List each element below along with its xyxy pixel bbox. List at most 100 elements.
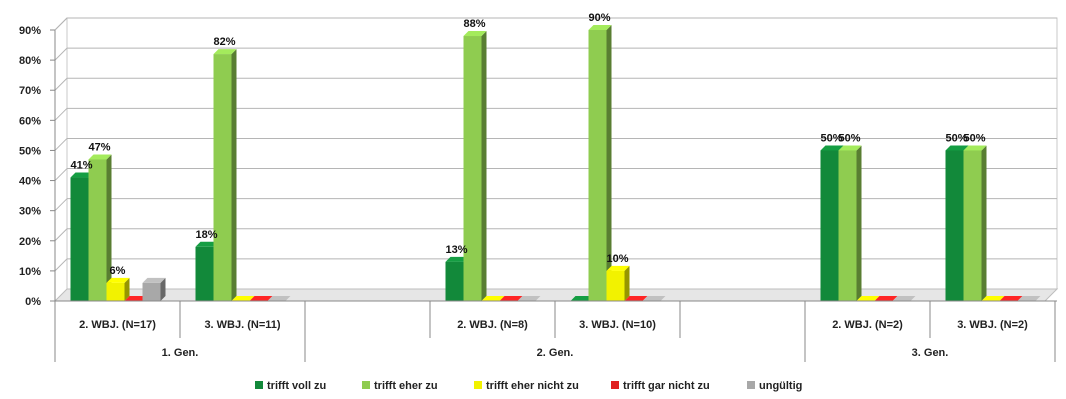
bar-front (963, 150, 982, 301)
legend-label: trifft voll zu (267, 380, 326, 392)
y-tick-label: 50% (19, 145, 41, 157)
bar (588, 25, 612, 301)
bar-top (106, 277, 130, 283)
bar-top (499, 296, 523, 301)
bar-top (88, 154, 112, 160)
legend-item: trifft eher zu (362, 380, 438, 392)
data-label: 82% (213, 36, 235, 48)
bar (963, 145, 987, 301)
x-axis-categories: 2. WBJ. (N=17) 3. WBJ. (N=11) 2. WBJ. (N=8… (50, 300, 1057, 362)
bar-top (142, 277, 166, 283)
legend-label: ungültig (759, 380, 802, 392)
bar-front (820, 150, 839, 301)
legend-swatch (255, 381, 263, 389)
legend-label: trifft eher zu (374, 380, 438, 392)
bar-front (606, 270, 625, 301)
category-label: 2. WBJ. (N=17) (79, 319, 156, 331)
bar (267, 296, 291, 301)
data-labels: 41%47%6%18%82%13%88%90%10%50%50% 50%50% (70, 12, 985, 277)
category-label: 2. WBJ. (N=2) (832, 319, 903, 331)
y-axis: 0% 10% 20% 30% 40% 50% 60% 70% 80% 90% (19, 17, 68, 308)
bar (142, 277, 166, 301)
gridline-diagonal (54, 198, 68, 212)
bar-front (213, 54, 232, 301)
legend-swatch (362, 381, 370, 389)
bar (838, 145, 862, 301)
data-label: 18% (195, 229, 217, 241)
bar-top (963, 145, 987, 151)
bar-top (606, 265, 630, 271)
legend-label: trifft gar nicht zu (623, 380, 710, 392)
legend-swatch (747, 381, 755, 389)
bar-side (106, 154, 112, 301)
gridline-diagonal (54, 228, 68, 242)
gridline-diagonal (54, 138, 68, 151)
bar (481, 296, 505, 301)
bar (999, 296, 1023, 301)
category-label: 3. WBJ. (N=2) (957, 319, 1028, 331)
legend-label: trifft eher nicht zu (486, 380, 579, 392)
bar (213, 49, 237, 301)
bar-front (106, 282, 125, 301)
bar-side (160, 277, 166, 301)
bar (249, 296, 273, 301)
bars (70, 25, 1041, 302)
bar-top (213, 49, 237, 55)
data-label: 10% (606, 253, 628, 265)
bar-front (88, 159, 107, 301)
legend-item: trifft gar nicht zu (611, 380, 710, 392)
bar (642, 296, 666, 301)
bar-top (874, 296, 898, 301)
bar (106, 277, 130, 301)
gridline-diagonal (54, 107, 68, 121)
bar-top (642, 296, 666, 301)
bar-side (124, 277, 130, 301)
bar-side (981, 145, 987, 301)
group-label: 3. Gen. (912, 347, 949, 359)
bar-top (195, 241, 219, 247)
bar (231, 296, 255, 301)
bar (606, 265, 630, 301)
bar (463, 31, 487, 302)
bar-top (463, 31, 487, 37)
bar (1017, 296, 1041, 301)
data-label: 6% (110, 265, 126, 277)
legend: trifft voll zu trifft eher zu trifft eher … (255, 380, 802, 392)
y-tick-label: 10% (19, 266, 41, 278)
bar-front (945, 150, 964, 301)
bar-front (445, 261, 464, 301)
data-label: 47% (88, 141, 110, 153)
bar (517, 296, 541, 301)
legend-item: trifft eher nicht zu (474, 380, 579, 392)
legend-swatch (611, 381, 619, 389)
y-tick-label: 30% (19, 206, 41, 218)
bar (124, 296, 148, 301)
data-label: 50% (945, 132, 967, 144)
bar-front (142, 282, 161, 301)
gridline-diagonal (54, 47, 68, 61)
category-label: 3. WBJ. (N=10) (579, 319, 656, 331)
y-tick-label: 90% (19, 25, 41, 37)
gridline-diagonal (54, 168, 68, 181)
bar-side (606, 25, 612, 301)
bar-top (1017, 296, 1041, 301)
bar-top (588, 25, 612, 30)
bar-front (838, 150, 857, 301)
category-label: 2. WBJ. (N=8) (457, 319, 528, 331)
data-label: 50% (820, 132, 842, 144)
data-label: 90% (588, 12, 610, 24)
bar-top (249, 296, 273, 301)
bar-top (945, 145, 969, 151)
legend-item: trifft voll zu (255, 380, 326, 392)
category-label: 3. WBJ. (N=11) (204, 319, 280, 331)
legend-item: ungültig (747, 380, 802, 392)
bar (892, 296, 916, 301)
data-label: 50% (963, 132, 985, 144)
bar-front (70, 177, 89, 301)
bar-top (820, 145, 844, 151)
bar-side (856, 145, 862, 301)
axis-corner (54, 17, 68, 31)
bar-top (124, 296, 148, 301)
